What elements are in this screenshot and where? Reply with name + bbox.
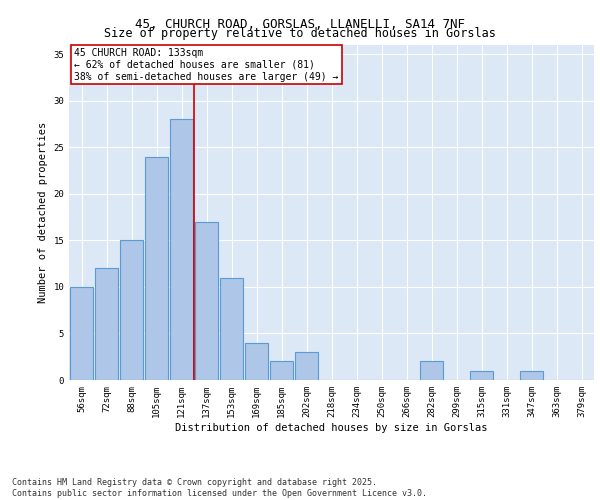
Bar [220, 278, 244, 380]
Bar [95, 268, 118, 380]
Bar [194, 222, 218, 380]
Bar [295, 352, 319, 380]
Bar [119, 240, 143, 380]
Y-axis label: Number of detached properties: Number of detached properties [38, 122, 48, 303]
Text: 45, CHURCH ROAD, GORSLAS, LLANELLI, SA14 7NF: 45, CHURCH ROAD, GORSLAS, LLANELLI, SA14… [135, 18, 465, 30]
Bar [419, 362, 443, 380]
Text: Contains HM Land Registry data © Crown copyright and database right 2025.
Contai: Contains HM Land Registry data © Crown c… [12, 478, 427, 498]
Bar [70, 287, 94, 380]
Bar [245, 343, 268, 380]
X-axis label: Distribution of detached houses by size in Gorslas: Distribution of detached houses by size … [175, 422, 488, 432]
Bar [470, 370, 493, 380]
Bar [269, 362, 293, 380]
Text: Size of property relative to detached houses in Gorslas: Size of property relative to detached ho… [104, 28, 496, 40]
Bar [520, 370, 544, 380]
Text: 45 CHURCH ROAD: 133sqm
← 62% of detached houses are smaller (81)
38% of semi-det: 45 CHURCH ROAD: 133sqm ← 62% of detached… [74, 48, 338, 82]
Bar [145, 156, 169, 380]
Bar [170, 120, 193, 380]
